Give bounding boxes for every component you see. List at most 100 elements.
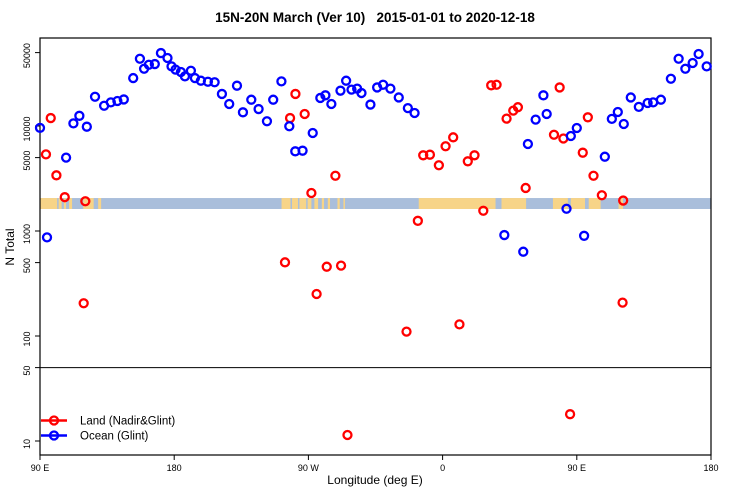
- data-point-land: [469, 150, 480, 161]
- data-point-ocean: [216, 88, 228, 100]
- data-point-ocean: [202, 76, 214, 87]
- data-point-land: [520, 182, 531, 194]
- data-point-ocean: [246, 94, 257, 105]
- data-point-ocean: [284, 121, 295, 132]
- data-point-land: [588, 170, 599, 181]
- data-point-land: [342, 429, 353, 441]
- data-point-ocean: [665, 73, 677, 84]
- data-point-land: [284, 112, 296, 124]
- land-series: [40, 79, 629, 441]
- data-point-ocean: [134, 53, 146, 64]
- plot-border: [39, 37, 712, 456]
- x-tick-label: 90 E: [568, 463, 587, 473]
- data-point-ocean: [105, 97, 116, 108]
- data-point-land: [306, 187, 317, 199]
- data-point-land: [311, 288, 322, 300]
- data-point-ocean: [307, 127, 318, 139]
- data-point-ocean: [155, 47, 167, 59]
- data-point-ocean: [499, 229, 510, 241]
- data-point-ocean: [170, 64, 181, 75]
- data-point-ocean: [606, 113, 617, 124]
- data-point-ocean: [60, 152, 72, 163]
- land-strip-segment: [321, 198, 325, 210]
- data-point-land: [424, 149, 436, 160]
- data-point-ocean: [297, 145, 308, 156]
- data-point-ocean: [335, 85, 346, 96]
- data-point-land: [512, 102, 524, 113]
- chart-title: 15N-20N March (Ver 10) 2015-01-01 to 202…: [215, 10, 535, 25]
- data-point-ocean: [340, 75, 352, 86]
- land-strip-segment: [307, 198, 312, 210]
- data-point-ocean: [41, 232, 53, 243]
- land-strip-segment: [314, 198, 319, 210]
- data-point-land: [45, 112, 56, 124]
- data-point-ocean: [571, 122, 582, 134]
- data-point-land: [582, 112, 593, 123]
- y-tick-label: 50: [22, 366, 32, 376]
- data-point-land: [554, 82, 565, 93]
- x-axis-title: Longitude (deg E): [327, 473, 422, 487]
- data-point-land: [401, 326, 412, 337]
- data-point-land: [548, 129, 560, 140]
- land-strip-segment: [40, 198, 58, 210]
- data-point-ocean: [402, 102, 414, 114]
- x-tick-label: 0: [440, 463, 445, 473]
- data-point-land: [486, 80, 497, 91]
- ocean-series: [34, 47, 712, 257]
- land-strip-segment: [69, 198, 73, 210]
- data-point-ocean: [541, 108, 552, 120]
- legend: Land (Nadir&Glint) Ocean (Glint): [41, 415, 175, 443]
- land-strip-segment: [552, 198, 568, 210]
- data-point-ocean: [224, 98, 235, 110]
- data-point-land: [501, 113, 512, 124]
- data-point-ocean: [561, 203, 572, 214]
- data-point-ocean: [625, 92, 636, 103]
- y-tick-label: 50000: [22, 43, 32, 68]
- land-strip-segment: [343, 198, 345, 210]
- x-tick-label: 90 W: [298, 463, 320, 473]
- data-point-land: [279, 257, 291, 268]
- data-point-land: [78, 298, 89, 309]
- data-point-ocean: [356, 87, 367, 99]
- data-point-land: [433, 160, 445, 171]
- data-point-land: [418, 150, 429, 161]
- legend-label: Land (Nadir&Glint): [80, 416, 175, 428]
- data-point-ocean: [89, 91, 101, 102]
- data-point-ocean: [578, 230, 590, 241]
- data-point-land: [462, 156, 473, 167]
- data-point-ocean: [112, 95, 123, 107]
- data-point-ocean: [633, 101, 644, 113]
- data-point-ocean: [346, 84, 357, 95]
- data-point-ocean: [162, 52, 173, 64]
- y-tick-label: 10000: [22, 116, 32, 141]
- data-point-ocean: [276, 76, 287, 87]
- land-strip-segment: [98, 198, 102, 210]
- y-tick-label: 500: [22, 258, 32, 273]
- data-point-land: [330, 170, 341, 181]
- land-strip-segment: [501, 198, 527, 210]
- data-point-ocean: [565, 130, 576, 142]
- data-point-ocean: [673, 53, 684, 64]
- data-point-ocean: [518, 246, 529, 257]
- land-strip-segment: [291, 198, 298, 210]
- data-point-ocean: [261, 116, 273, 127]
- data-point-ocean: [409, 107, 420, 119]
- data-point-ocean: [128, 72, 139, 84]
- data-point-ocean: [231, 80, 243, 91]
- data-point-land: [617, 297, 628, 308]
- data-point-ocean: [642, 97, 653, 109]
- data-point-land: [440, 141, 451, 152]
- data-point-land: [454, 319, 465, 330]
- data-point-land: [299, 108, 310, 120]
- legend-label: Ocean (Glint): [80, 431, 149, 443]
- land-strip-segment: [327, 198, 331, 210]
- data-point-land: [51, 170, 62, 181]
- y-axis-title: N Total: [3, 228, 17, 265]
- data-point-ocean: [237, 107, 249, 118]
- data-point-ocean: [618, 118, 629, 130]
- data-point-ocean: [612, 106, 623, 118]
- latitude-map-band: [40, 198, 711, 210]
- data-point-ocean: [34, 122, 46, 134]
- data-point-land: [412, 215, 423, 226]
